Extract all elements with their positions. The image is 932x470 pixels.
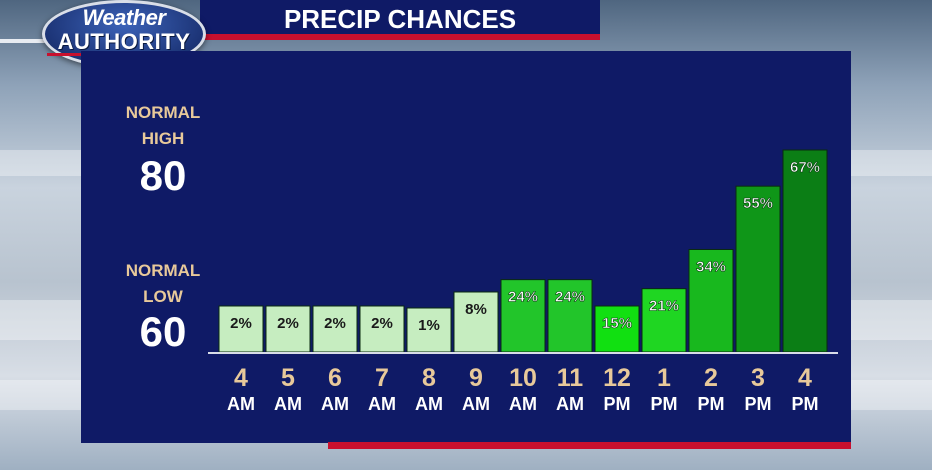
x-tick-period: AM xyxy=(462,394,490,414)
bar-8-am xyxy=(406,307,452,353)
bar-4-pm xyxy=(782,149,828,353)
logo-weather-text: Weather xyxy=(82,5,166,30)
x-tick-period: AM xyxy=(415,394,443,414)
x-tick-hour: 12 xyxy=(603,364,631,392)
x-tick-hour: 4 xyxy=(234,364,248,392)
x-tick-hour: 9 xyxy=(469,364,483,392)
bar-value-label: 34% xyxy=(696,258,726,275)
x-tick-hour: 8 xyxy=(422,364,436,392)
bar-12-pm xyxy=(594,305,640,353)
title-red-stripe xyxy=(200,34,600,40)
bar-1-pm xyxy=(641,288,687,353)
bar-value-label: 67% xyxy=(790,159,820,176)
bar-value-label: 2% xyxy=(324,315,346,332)
x-tick-period: PM xyxy=(791,394,819,414)
bar-value-label: 21% xyxy=(649,298,679,315)
x-tick-hour: 2 xyxy=(704,364,718,392)
bar-10-am xyxy=(500,279,546,353)
bar-value-label: 55% xyxy=(743,195,773,212)
bar-5-am xyxy=(265,305,311,353)
bar-2-pm xyxy=(688,248,734,353)
header-line xyxy=(0,39,60,43)
x-tick-period: AM xyxy=(227,394,255,414)
bar-11-am xyxy=(547,279,593,353)
x-tick-hour: 7 xyxy=(375,364,389,392)
bar-value-label: 24% xyxy=(555,289,585,306)
x-tick-hour: 5 xyxy=(281,364,295,392)
bar-9-am xyxy=(453,291,499,353)
normal-high-value: 80 xyxy=(139,152,187,199)
bar-value-label: 1% xyxy=(418,317,440,334)
x-tick-hour: 1 xyxy=(657,364,671,392)
x-tick-period: PM xyxy=(650,394,678,414)
x-tick-hour: 11 xyxy=(556,364,584,392)
bar-4-am xyxy=(218,305,264,353)
normal-high-label-1: NORMAL xyxy=(125,103,201,122)
bar-6-am xyxy=(312,305,358,353)
normal-low-label-2: LOW xyxy=(143,287,183,306)
chart-baseline xyxy=(208,352,838,354)
title-bar: PRECIP CHANCES xyxy=(200,0,600,40)
x-tick-hour: 6 xyxy=(328,364,342,392)
normal-low-label-1: NORMAL xyxy=(125,261,201,280)
normal-high-label-2: HIGH xyxy=(141,129,185,148)
chart-title: PRECIP CHANCES xyxy=(283,4,517,34)
bar-7-am xyxy=(359,305,405,353)
bar-value-label: 24% xyxy=(508,289,538,306)
x-tick-hour: 3 xyxy=(751,364,765,392)
normal-low-value: 60 xyxy=(139,308,187,355)
bar-value-label: 8% xyxy=(465,301,487,318)
bar-value-label: 2% xyxy=(230,315,252,332)
chart-panel xyxy=(81,51,851,443)
x-tick-period: PM xyxy=(744,394,772,414)
x-tick-period: AM xyxy=(321,394,349,414)
x-tick-period: AM xyxy=(509,394,537,414)
x-tick-hour: 4 xyxy=(798,364,812,392)
logo-authority-text: AUTHORITY xyxy=(57,29,191,54)
bottom-red-stripe xyxy=(328,442,851,449)
x-tick-period: PM xyxy=(603,394,631,414)
bar-value-label: 2% xyxy=(277,315,299,332)
x-tick-period: PM xyxy=(697,394,725,414)
bar-3-pm xyxy=(735,185,781,353)
x-tick-hour: 10 xyxy=(509,364,537,392)
bar-value-label: 2% xyxy=(371,315,393,332)
x-tick-period: AM xyxy=(274,394,302,414)
bar-value-label: 15% xyxy=(602,315,632,332)
x-tick-period: AM xyxy=(368,394,396,414)
x-tick-period: AM xyxy=(556,394,584,414)
